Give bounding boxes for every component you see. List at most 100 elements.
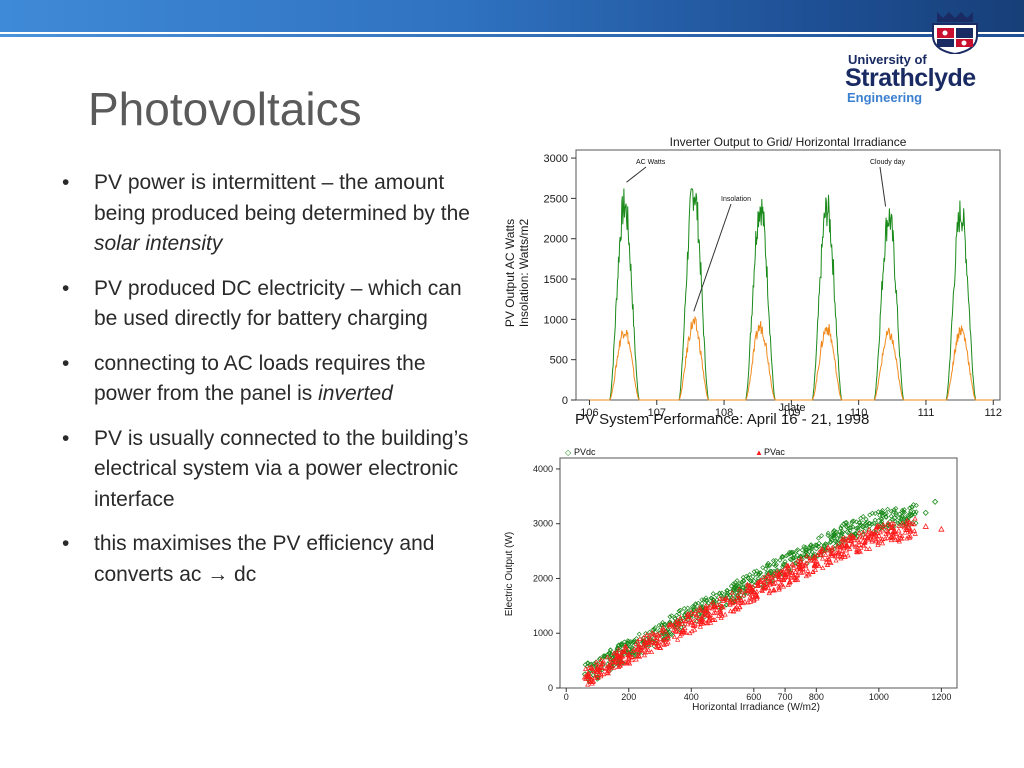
chart2-point xyxy=(676,628,683,634)
logo-line-3: Engineering xyxy=(847,90,923,105)
chart2-point xyxy=(697,604,703,610)
chart1-annotation: Insolation xyxy=(721,196,751,203)
chart2-point xyxy=(833,557,839,563)
chart2-point xyxy=(754,593,760,599)
chart2-point xyxy=(904,520,910,526)
chart2-point xyxy=(813,562,819,568)
chart2-point xyxy=(828,560,834,565)
chart2-point xyxy=(600,658,607,664)
chart2-point xyxy=(667,623,673,629)
chart2-point xyxy=(615,664,622,670)
chart2-point xyxy=(906,525,914,532)
chart2-point xyxy=(882,535,888,541)
chart2-point xyxy=(911,528,918,533)
chart2-point xyxy=(740,592,747,598)
chart2-point xyxy=(692,626,698,632)
chart2-point xyxy=(594,668,601,674)
bullet-item: • PV is usually connected to the building… xyxy=(60,424,470,516)
chart2-point xyxy=(665,639,671,645)
chart2-point xyxy=(747,599,754,604)
chart2-point xyxy=(635,649,641,655)
chart2-point xyxy=(909,512,915,518)
chart2-point xyxy=(703,610,711,617)
chart2-point xyxy=(880,527,886,533)
chart2-point xyxy=(636,631,642,637)
chart2-point xyxy=(626,659,632,665)
chart1-subtitle: PV System Performance: April 16 - 21, 19… xyxy=(575,411,869,428)
chart2-point xyxy=(702,609,708,615)
crest-icon xyxy=(932,12,978,54)
chart2-point xyxy=(803,547,809,553)
chart2-point xyxy=(748,585,754,591)
chart2-point xyxy=(615,643,621,649)
chart2-point xyxy=(633,656,639,662)
chart2-point xyxy=(875,539,881,545)
chart2-point xyxy=(863,520,869,526)
bullet-item: • connecting to AC loads requires the pow… xyxy=(60,349,470,410)
chart2-point xyxy=(884,535,891,541)
chart2-point xyxy=(610,654,617,661)
chart2-point xyxy=(854,549,860,555)
chart2-point xyxy=(736,586,742,592)
chart2-point xyxy=(860,537,867,544)
chart2-point xyxy=(806,545,812,551)
chart2-point xyxy=(841,551,847,557)
bullet-dot: • xyxy=(62,426,70,450)
chart2-point xyxy=(641,634,647,640)
chart2-point xyxy=(774,567,780,573)
chart2-point xyxy=(626,655,632,661)
chart2-point xyxy=(685,614,691,619)
chart2-point xyxy=(632,646,638,651)
chart2-point xyxy=(679,621,686,626)
chart2-point xyxy=(713,593,719,599)
chart2-point xyxy=(605,670,611,676)
chart2-point xyxy=(696,611,702,617)
chart2-point xyxy=(817,551,823,557)
chart2-point xyxy=(741,577,747,583)
chart2-point xyxy=(747,583,753,588)
chart2-legend-marker: ◇ xyxy=(565,448,572,457)
chart2-point xyxy=(815,535,821,541)
chart2-point xyxy=(753,571,759,577)
chart2-point xyxy=(778,581,784,587)
chart2-point xyxy=(751,569,757,575)
chart2-point xyxy=(891,528,898,535)
chart1-ytick-label: 2500 xyxy=(544,193,568,205)
chart2-point xyxy=(889,520,895,526)
chart2-point xyxy=(912,531,918,536)
chart2-point xyxy=(641,643,648,649)
chart2-point xyxy=(794,572,800,578)
chart2-point xyxy=(652,625,658,631)
chart2-point xyxy=(703,595,709,601)
chart2-point xyxy=(844,524,850,530)
chart2-point xyxy=(698,607,704,613)
chart2-point xyxy=(797,565,804,572)
chart2-point xyxy=(589,666,596,672)
chart2-point xyxy=(623,643,629,649)
chart2-point xyxy=(772,580,779,585)
chart2-point xyxy=(913,509,919,515)
chart2-point xyxy=(727,608,734,614)
chart2-point xyxy=(745,575,751,581)
chart2-point xyxy=(770,576,776,582)
chart2-point xyxy=(634,638,641,644)
chart2-point xyxy=(688,609,694,615)
chart1-xtick-label: 110 xyxy=(850,407,868,419)
chart1-xtick-label: 108 xyxy=(715,407,733,419)
chart2-point xyxy=(718,609,724,615)
chart2-point xyxy=(737,581,743,587)
chart2-point xyxy=(688,618,695,625)
chart2-point xyxy=(640,642,646,648)
chart2-point xyxy=(806,557,813,563)
chart2-point xyxy=(692,602,698,608)
chart2-xtick-label: 0 xyxy=(564,692,569,702)
chart2-point xyxy=(893,510,899,516)
chart2-point xyxy=(836,549,842,554)
chart2-point xyxy=(922,509,929,516)
chart2-point xyxy=(803,553,809,559)
chart2-point xyxy=(761,580,767,585)
chart2-point xyxy=(730,581,736,587)
chart2-point xyxy=(660,620,666,626)
chart2-point xyxy=(885,520,891,526)
chart2-point xyxy=(695,615,701,620)
